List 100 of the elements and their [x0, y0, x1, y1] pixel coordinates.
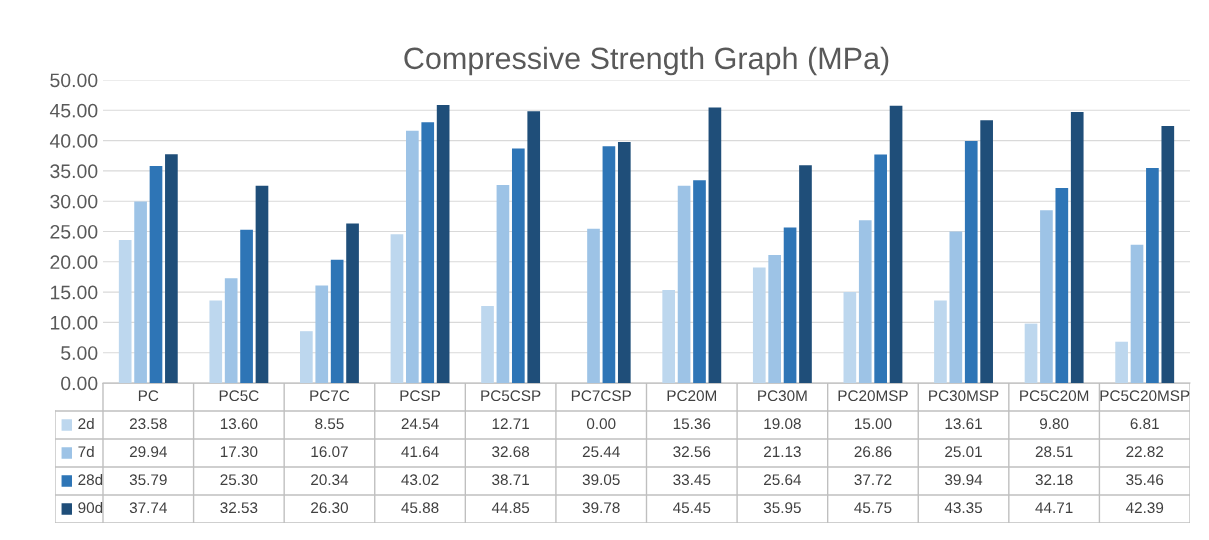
x-tick-label: PC7CSP — [571, 390, 631, 402]
bar — [617, 141, 631, 383]
data-label: 37.72 — [854, 474, 892, 486]
bar — [1024, 323, 1038, 383]
bar — [934, 300, 947, 383]
x-tick-label: PC30M — [758, 390, 807, 402]
x-tick-label: PC20M — [667, 390, 717, 402]
x-tick-label: PC5CSP — [481, 390, 541, 402]
data-label: 39.94 — [945, 474, 983, 486]
bar — [843, 292, 857, 383]
x-tick-label: PC5C — [219, 390, 259, 402]
data-label: 17.30 — [220, 446, 258, 458]
legend-label: 28d — [78, 473, 103, 486]
bar — [1130, 244, 1144, 383]
data-label: 42.39 — [1125, 502, 1164, 514]
data-label: 44.71 — [1035, 502, 1073, 513]
data-label: 32.56 — [673, 446, 711, 458]
data-label: 8.55 — [315, 418, 344, 430]
data-label: 6.81 — [1130, 418, 1159, 430]
bar — [1070, 112, 1084, 383]
data-label: 29.94 — [129, 446, 167, 458]
bar — [224, 278, 238, 383]
legend-label: 90d — [78, 501, 103, 514]
data-label: 44.85 — [491, 502, 530, 514]
data-label: 35.46 — [1126, 474, 1164, 486]
data-label: 0.00 — [586, 418, 616, 430]
y-tick-label: 5.00 — [61, 346, 98, 360]
data-label: 43.02 — [401, 474, 439, 486]
data-label: 21.13 — [764, 446, 801, 458]
bar — [346, 223, 359, 383]
legend-label: 2d — [78, 417, 94, 430]
bar — [1161, 126, 1175, 383]
bar — [980, 120, 993, 383]
x-tick-label: PC20MSP — [838, 390, 908, 402]
data-label: 32.18 — [1035, 474, 1073, 486]
data-label: 13.60 — [220, 418, 258, 430]
data-label: 12.71 — [492, 418, 529, 429]
bar — [527, 111, 541, 383]
data-label: 32.53 — [220, 502, 258, 514]
x-tick-label: PC30MSP — [929, 390, 999, 402]
bar — [949, 231, 963, 383]
bar — [783, 227, 797, 383]
data-label: 35.79 — [129, 474, 167, 486]
data-label: 15.00 — [855, 418, 892, 430]
y-tick-label: 0.00 — [61, 376, 98, 391]
bar — [799, 165, 812, 383]
data-label: 13.61 — [945, 418, 982, 430]
y-tick-label: 35.00 — [50, 164, 98, 179]
data-label: 16.07 — [311, 446, 348, 458]
y-tick-label: 20.00 — [50, 255, 98, 270]
bar — [602, 146, 616, 383]
bar — [1055, 187, 1069, 383]
bar — [118, 240, 132, 383]
data-label: 43.35 — [944, 502, 983, 514]
data-label: 32.68 — [492, 446, 530, 458]
bar — [209, 300, 223, 383]
bar — [587, 228, 600, 383]
data-label: 35.95 — [763, 502, 801, 514]
data-label: 25.44 — [582, 446, 620, 458]
bar — [511, 148, 525, 383]
bar — [1115, 341, 1128, 383]
chart-title: Compressive Strength Graph (MPa) — [404, 46, 889, 76]
bar — [165, 154, 178, 383]
bar — [240, 229, 253, 383]
data-label: 25.01 — [945, 446, 982, 458]
bar — [390, 234, 404, 383]
data-label: 41.64 — [401, 446, 439, 458]
data-label: 39.05 — [582, 474, 620, 486]
data-label: 23.58 — [129, 418, 167, 430]
data-label: 33.45 — [673, 474, 711, 486]
bar — [255, 185, 269, 383]
legend-label: 7d — [78, 445, 94, 458]
bar — [406, 130, 419, 383]
data-label: 25.64 — [764, 474, 802, 486]
bar — [315, 285, 329, 383]
bar — [1146, 168, 1159, 383]
bar — [481, 305, 494, 383]
bar — [662, 289, 676, 383]
data-label: 26.86 — [854, 446, 892, 458]
data-label: 20.34 — [311, 474, 349, 486]
data-label: 45.75 — [854, 502, 892, 514]
data-label: 38.71 — [492, 474, 529, 486]
y-tick-label: 45.00 — [49, 103, 98, 118]
bar — [1040, 210, 1053, 383]
bar — [874, 154, 887, 383]
bar — [964, 140, 978, 383]
bar — [752, 267, 766, 383]
bar — [768, 254, 782, 383]
bar — [330, 259, 344, 383]
data-label: 39.78 — [582, 502, 620, 514]
bar — [858, 220, 872, 383]
data-label: 45.88 — [401, 502, 439, 514]
y-tick-label: 30.00 — [50, 194, 98, 209]
bar — [300, 331, 313, 383]
bar — [677, 185, 691, 383]
y-tick-label: 10.00 — [50, 315, 98, 330]
data-label: 15.36 — [673, 418, 711, 430]
x-tick-label: PC — [138, 390, 159, 402]
y-tick-label: 25.00 — [50, 224, 98, 239]
data-label: 19.08 — [764, 418, 801, 430]
